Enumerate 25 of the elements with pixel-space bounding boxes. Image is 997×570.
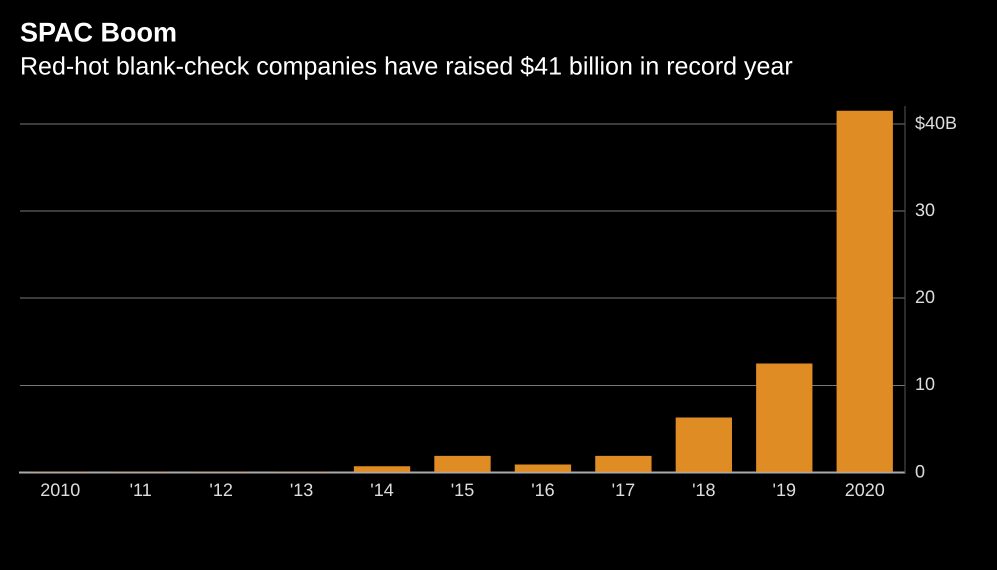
x-tick-label: '17 <box>612 480 636 500</box>
y-tick-label: $40B <box>914 112 958 133</box>
x-tick-label: 2020 <box>844 480 885 500</box>
bar <box>434 456 491 472</box>
x-tick-label: '16 <box>531 480 555 500</box>
chart-subtitle: Red-hot blank-check companies have raised $41 billion in record year <box>20 52 793 80</box>
x-tick-label: '18 <box>692 480 716 500</box>
bar <box>756 363 812 472</box>
y-tick-label: 20 <box>914 287 935 308</box>
bar <box>676 418 732 472</box>
x-tick-label: '14 <box>370 480 394 500</box>
bar <box>354 466 410 472</box>
bar <box>836 110 893 472</box>
x-tick-label: '12 <box>209 480 233 500</box>
y-tick-label: 0 <box>914 461 925 482</box>
y-tick-label: 10 <box>914 374 935 394</box>
x-tick-label: 2010 <box>40 480 80 500</box>
x-tick-label: '11 <box>130 480 152 500</box>
y-tick-label: 30 <box>914 200 935 220</box>
chart-title: SPAC Boom <box>20 18 178 48</box>
bar <box>514 464 572 472</box>
x-tick-label: '13 <box>290 480 314 500</box>
x-tick-label: '19 <box>772 480 796 500</box>
x-tick-label: '15 <box>450 480 474 500</box>
bar <box>595 456 652 472</box>
